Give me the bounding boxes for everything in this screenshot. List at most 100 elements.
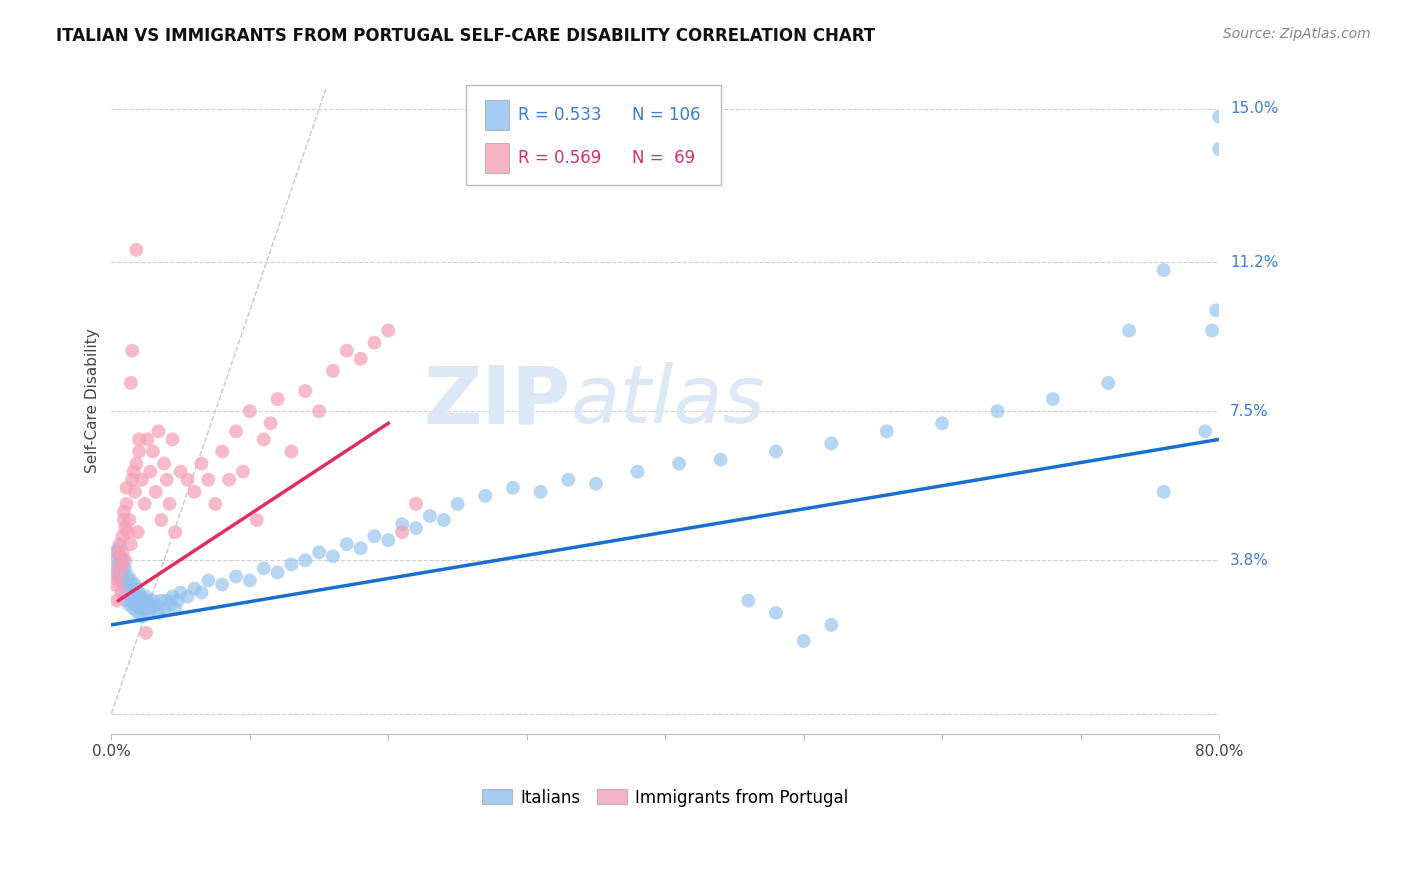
Point [1097,376,1119,390]
Point [557,473,579,487]
Point [391,525,413,540]
Point [122,601,145,615]
Point [124,593,146,607]
Point [322,549,344,564]
Point [474,489,496,503]
Point [225,569,247,583]
Point [162,433,184,447]
Point [138,606,160,620]
FancyBboxPatch shape [485,144,509,173]
Legend: Italians, Immigrants from Portugal: Italians, Immigrants from Portugal [475,782,855,814]
Point [128,593,150,607]
Point [153,601,176,615]
Point [112,569,135,583]
Point [349,351,371,366]
Point [225,425,247,439]
Point [169,585,191,599]
Point [107,574,129,588]
Point [150,593,173,607]
Text: 7.5%: 7.5% [1230,404,1268,418]
Point [710,452,733,467]
Point [405,497,427,511]
Point [122,590,145,604]
Point [129,601,152,615]
Point [118,513,141,527]
Point [336,537,359,551]
Point [118,598,141,612]
Point [349,541,371,556]
Point [127,525,149,540]
Point [820,436,842,450]
Point [141,601,163,615]
Point [793,634,815,648]
Point [259,417,281,431]
Point [211,577,233,591]
Point [253,561,276,575]
Point [820,617,842,632]
Point [108,566,131,580]
Point [139,598,162,612]
Point [136,433,159,447]
Point [165,525,187,540]
Point [104,545,127,559]
Point [125,243,148,257]
Point [419,508,441,523]
Point [103,577,125,591]
Point [530,484,553,499]
Point [127,590,149,604]
Text: ZIP: ZIP [423,362,571,440]
Point [120,574,142,588]
Point [239,404,262,418]
Point [280,558,302,572]
Point [115,577,138,591]
Text: ITALIAN VS IMMIGRANTS FROM PORTUGAL SELF-CARE DISABILITY CORRELATION CHART: ITALIAN VS IMMIGRANTS FROM PORTUGAL SELF… [56,27,876,45]
Point [363,529,385,543]
Point [626,465,648,479]
FancyBboxPatch shape [465,85,721,185]
Point [150,513,173,527]
Point [142,444,165,458]
Point [176,473,198,487]
Text: 3.8%: 3.8% [1230,553,1270,568]
Point [121,582,143,596]
Point [136,593,159,607]
Point [1042,392,1064,406]
Point [197,574,219,588]
Point [111,561,134,575]
Point [377,324,399,338]
Point [239,574,262,588]
Y-axis label: Self-Care Disability: Self-Care Disability [86,329,100,474]
Point [765,606,787,620]
Point [117,569,139,583]
Point [190,457,212,471]
Point [1208,110,1230,124]
Point [246,513,269,527]
Point [117,525,139,540]
Point [266,392,288,406]
Point [125,582,148,596]
Point [121,343,143,358]
Text: 15.0%: 15.0% [1230,102,1278,116]
Text: Source: ZipAtlas.com: Source: ZipAtlas.com [1223,27,1371,41]
Point [165,601,187,615]
Text: atlas: atlas [571,362,766,440]
Text: N =  69: N = 69 [631,149,695,168]
Point [156,473,179,487]
Point [121,473,143,487]
Point [112,505,135,519]
Point [110,561,132,575]
Point [127,606,149,620]
Point [183,582,205,596]
Point [148,606,170,620]
Point [668,457,690,471]
Point [737,593,759,607]
Point [135,626,157,640]
Point [112,513,135,527]
Point [232,465,254,479]
Point [585,476,607,491]
Point [322,364,344,378]
Point [153,457,176,471]
Point [105,593,128,607]
Point [169,465,191,479]
Point [110,585,132,599]
